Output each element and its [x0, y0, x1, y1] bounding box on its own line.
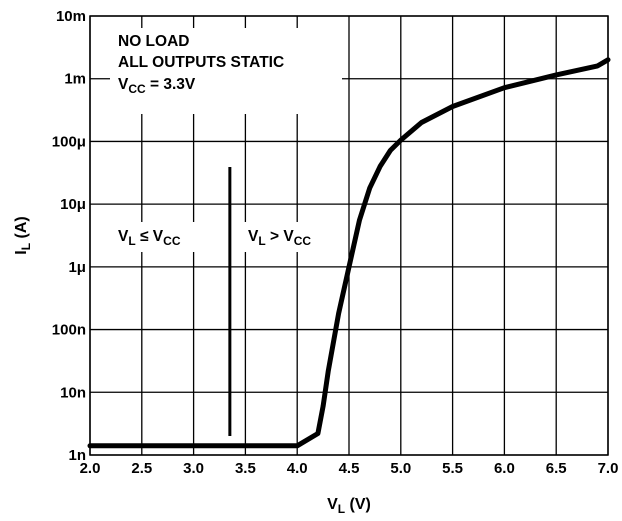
rr-mid: > V	[266, 228, 295, 245]
rr-main: V	[248, 228, 259, 245]
annotation-outputs-static: ALL OUTPUTS STATIC	[118, 54, 284, 71]
x-tick-label: 3.5	[235, 460, 256, 477]
y-tick-label: 10m	[56, 8, 86, 25]
annotation-vcc-main: V	[118, 76, 129, 93]
rl-mid: ≤ V	[136, 228, 164, 245]
y-tick-label: 10μ	[60, 196, 86, 213]
rr-sub2: CC	[294, 234, 312, 248]
x-axis-label-sub: L	[338, 502, 345, 516]
x-axis-label-main: V	[327, 496, 338, 513]
region-right-label: VL > VCC	[248, 228, 311, 248]
region-right-bg	[242, 222, 342, 252]
series-line	[87, 57, 611, 449]
x-tick-label: 2.0	[80, 460, 101, 477]
x-tick-label: 4.5	[339, 460, 360, 477]
x-tick-label: 2.5	[131, 460, 152, 477]
annotation-no-load: NO LOAD	[118, 33, 189, 50]
annotation-vcc: VCC = 3.3V	[118, 76, 196, 96]
plot-frame	[89, 15, 609, 456]
region-left-label: VL ≤ VCC	[118, 228, 181, 248]
x-axis-label-tail: (V)	[345, 496, 371, 513]
region-left-bg	[112, 222, 212, 252]
y-axis-label-main: I	[13, 250, 30, 254]
y-tick-label: 1n	[68, 447, 86, 464]
x-tick-label: 3.0	[183, 460, 204, 477]
x-tick-labels: 2.0 2.5 3.0 3.5 4.0 4.5 5.0 5.5 6.0 6.5 7.0	[80, 460, 619, 477]
rl-sub2: CC	[163, 234, 181, 248]
y-axis-label-sub: L	[19, 243, 33, 250]
conditions-box	[110, 28, 342, 114]
x-tick-label: 6.0	[494, 460, 515, 477]
x-axis-label: VL (V)	[327, 496, 371, 516]
y-axis-label: IL (A)	[13, 216, 33, 254]
y-tick-label: 100μ	[52, 133, 86, 150]
y-tick-labels: 1n 10n 100n 1μ 10μ 100μ 1m 10m	[52, 8, 86, 464]
x-tick-label: 6.5	[546, 460, 567, 477]
y-tick-label: 100n	[52, 322, 86, 339]
y-tick-label: 1μ	[68, 259, 86, 276]
annotation-vcc-tail: = 3.3V	[146, 76, 196, 93]
rl-sub1: L	[128, 234, 135, 248]
y-axis-label-tail: (A)	[13, 216, 30, 243]
rl-main: V	[118, 228, 129, 245]
x-tick-label: 7.0	[598, 460, 619, 477]
y-tick-label: 10n	[60, 384, 86, 401]
x-tick-label: 4.0	[287, 460, 308, 477]
rr-sub1: L	[258, 234, 265, 248]
x-tick-label: 5.5	[442, 460, 463, 477]
annotation-vcc-sub: CC	[128, 82, 146, 96]
x-tick-label: 5.0	[390, 460, 411, 477]
y-tick-label: 1m	[64, 71, 86, 88]
